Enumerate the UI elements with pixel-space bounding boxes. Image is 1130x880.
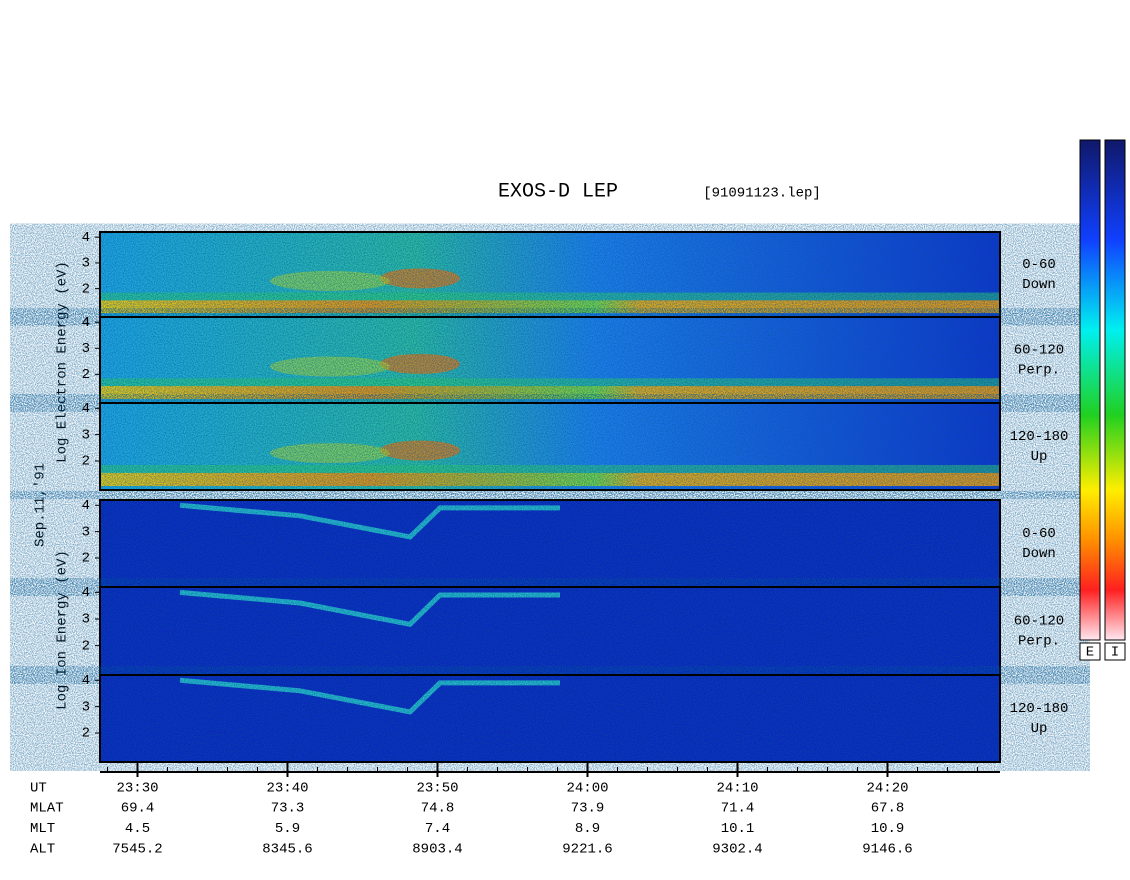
panel-frame	[99, 402, 1001, 491]
y-tick-label: 2	[82, 367, 90, 383]
date: Sep.11,'91	[33, 463, 49, 547]
row-label: MLT	[30, 821, 55, 837]
row-label: MLAT	[30, 801, 64, 817]
direction: Perp.	[1018, 634, 1060, 650]
direction: Perp.	[1018, 363, 1060, 379]
orbit-value: 74.8	[421, 801, 455, 817]
orbit-value: 67.8	[871, 801, 905, 817]
electron-axis-label: Log Electron Energy (eV)	[55, 261, 71, 463]
pitch-angle: 60-120	[1014, 614, 1064, 630]
orbit-value: 8345.6	[262, 842, 312, 858]
y-tick-label: 4	[82, 673, 90, 689]
row-label: ALT	[30, 842, 55, 858]
orbit-value: 9146.6	[862, 842, 912, 858]
y-tick-label: 2	[82, 726, 90, 742]
direction: Up	[1031, 449, 1048, 465]
colorbar-label-box	[1079, 642, 1101, 661]
ion-axis-label: Log Ion Energy (eV)	[55, 550, 71, 710]
y-tick-label: 2	[82, 551, 90, 567]
x-tick-label: 24:10	[716, 781, 758, 797]
y-tick-label: 4	[82, 498, 90, 514]
orbit-value: 73.3	[271, 801, 305, 817]
noise	[100, 500, 1000, 587]
y-tick-label: 3	[82, 341, 90, 357]
noise	[100, 403, 1000, 490]
pitch-angle: 120-180	[1010, 701, 1069, 717]
y-tick-label: 3	[82, 256, 90, 272]
y-tick-label: 3	[82, 612, 90, 628]
colorbar-label: E	[1086, 645, 1094, 661]
direction: Up	[1031, 721, 1048, 737]
y-tick-label: 4	[82, 315, 90, 331]
orbit-value: 9221.6	[562, 842, 612, 858]
spectrograms: 2 3 4 0-60 Down 2 3 4 60-120 Perp. 2 3 4 120-180 Up 2 3 4…	[82, 230, 1069, 763]
orbit-value: 8.9	[575, 821, 600, 837]
x-tick-label: 23:30	[116, 781, 158, 797]
orbit-value: 4.5	[125, 821, 150, 837]
y-tick-label: 3	[82, 699, 90, 715]
title: EXOS-D LEP	[498, 180, 618, 203]
colorbar-label: I	[1111, 645, 1119, 661]
y-tick-label: 3	[82, 427, 90, 443]
y-tick-label: 4	[82, 585, 90, 601]
noise	[100, 675, 1000, 762]
noise	[100, 232, 1000, 317]
colorbar	[1104, 139, 1126, 641]
panel-frame	[99, 674, 1001, 763]
pitch-angle: 0-60	[1022, 526, 1056, 542]
x-tick-label: 24:20	[866, 781, 908, 797]
colorbar-label-box	[1104, 642, 1126, 661]
y-tick-label: 2	[82, 638, 90, 654]
orbit-value: 10.1	[721, 821, 755, 837]
row-label: UT	[30, 781, 47, 797]
orbit-value: 10.9	[871, 821, 905, 837]
orbit-value: 73.9	[571, 801, 605, 817]
orbit-value: 7545.2	[112, 842, 162, 858]
direction: Down	[1022, 546, 1056, 562]
colorbar	[1079, 139, 1101, 641]
noise	[100, 587, 1000, 675]
y-tick-label: 2	[82, 454, 90, 470]
y-tick-label: 4	[82, 401, 90, 417]
y-tick-label: 4	[82, 230, 90, 246]
orbit-value: 69.4	[121, 801, 155, 817]
orbit-value: 5.9	[275, 821, 300, 837]
noise	[100, 317, 1000, 403]
direction: Down	[1022, 277, 1056, 293]
x-tick-label: 23:40	[266, 781, 308, 797]
orbit-value: 8903.4	[412, 842, 462, 858]
time-axis: UT 23:30 23:40 23:50 24:00 24:10 24:20 MLAT 69.4…	[30, 762, 1000, 858]
x-tick-label: 24:00	[566, 781, 608, 797]
y-tick-label: 2	[82, 281, 90, 297]
orbit-value: 71.4	[721, 801, 755, 817]
pitch-angle: 120-180	[1010, 429, 1069, 445]
file-name: [91091123.lep]	[703, 186, 821, 202]
pitch-angle: 0-60	[1022, 257, 1056, 273]
orbit-value: 9302.4	[712, 842, 762, 858]
y-tick-label: 3	[82, 524, 90, 540]
orbit-value: 7.4	[425, 821, 450, 837]
pitch-angle: 60-120	[1014, 343, 1064, 359]
x-tick-label: 23:50	[416, 781, 458, 797]
